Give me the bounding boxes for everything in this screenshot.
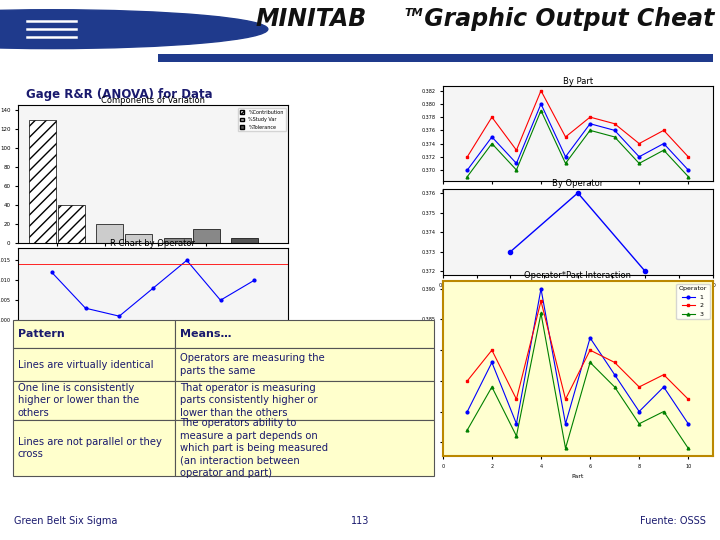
- Title: By Part: By Part: [563, 77, 593, 86]
- 3: [586, 359, 595, 366]
- Title: R Chart by Operator: R Chart by Operator: [110, 239, 196, 248]
- 2: [684, 396, 693, 402]
- Bar: [192, 229, 220, 243]
- 1: [561, 421, 570, 427]
- Legend: %Contribution, %Study Var, %Tolerance: %Contribution, %Study Var, %Tolerance: [238, 108, 286, 131]
- Text: Graphic Output Cheat Sheet: Graphic Output Cheat Sheet: [416, 8, 720, 31]
- Bar: [125, 233, 152, 243]
- 2: [635, 384, 644, 390]
- Text: One line is consistently
higher or lower than the
others: One line is consistently higher or lower…: [18, 383, 139, 417]
- 1: [586, 335, 595, 341]
- 2: [586, 347, 595, 353]
- Text: Pattern: Pattern: [18, 329, 65, 339]
- Text: Means…: Means…: [180, 329, 232, 339]
- Title: Components of Variation: Components of Variation: [101, 96, 205, 105]
- 1: [635, 408, 644, 415]
- 1: [611, 372, 619, 378]
- Text: Gage R&R (ANOVA) for Data: Gage R&R (ANOVA) for Data: [26, 88, 212, 101]
- Text: Tecnológico: Tecnológico: [85, 17, 150, 28]
- 3: [536, 310, 545, 316]
- Text: That operator is measuring
parts consistently higher or
lower than the others: That operator is measuring parts consist…: [180, 383, 318, 417]
- 3: [487, 384, 496, 390]
- 1: [463, 408, 472, 415]
- X-axis label: Part: Part: [572, 199, 584, 204]
- 1: [512, 421, 521, 427]
- Bar: [158, 54, 713, 62]
- Title: By Operator: By Operator: [552, 179, 603, 188]
- X-axis label: Operator: Operator: [564, 294, 592, 299]
- Bar: [231, 238, 258, 243]
- Text: MINITAB: MINITAB: [256, 8, 367, 31]
- Text: Operators are measuring the
parts the same: Operators are measuring the parts the sa…: [180, 353, 325, 376]
- 3: [660, 408, 668, 415]
- Line: 2: 2: [466, 300, 690, 401]
- 3: [611, 384, 619, 390]
- 1: [487, 359, 496, 366]
- Bar: [58, 205, 84, 243]
- 3: [635, 421, 644, 427]
- Text: Lines are virtually identical: Lines are virtually identical: [18, 360, 153, 369]
- 2: [561, 396, 570, 402]
- Text: Fuente: OSSS: Fuente: OSSS: [640, 516, 706, 525]
- Text: de Monterrey: de Monterrey: [85, 34, 159, 44]
- Text: 113: 113: [351, 516, 369, 525]
- 3: [684, 445, 693, 451]
- 2: [536, 298, 545, 305]
- 2: [512, 396, 521, 402]
- Circle shape: [0, 10, 268, 49]
- Title: Operator*Part Interaction: Operator*Part Interaction: [524, 271, 631, 280]
- Text: The operators ability to
measure a part depends on
which part is being measured
: The operators ability to measure a part …: [180, 418, 328, 478]
- 2: [487, 347, 496, 353]
- Bar: [163, 238, 191, 243]
- 2: [660, 372, 668, 378]
- Legend: 1, 2, 3: 1, 2, 3: [676, 284, 710, 320]
- Line: 1: 1: [466, 287, 690, 425]
- 1: [660, 384, 668, 390]
- Text: Lines are not parallel or they
cross: Lines are not parallel or they cross: [18, 437, 162, 459]
- Bar: [96, 224, 123, 243]
- Line: 3: 3: [466, 312, 690, 450]
- 2: [463, 377, 472, 384]
- 3: [561, 445, 570, 451]
- 2: [611, 359, 619, 366]
- Text: Green Belt Six Sigma: Green Belt Six Sigma: [14, 516, 118, 525]
- X-axis label: Part: Part: [572, 475, 584, 480]
- 1: [684, 421, 693, 427]
- Text: TM: TM: [405, 8, 423, 18]
- 1: [536, 286, 545, 292]
- Bar: [29, 119, 55, 243]
- 3: [463, 427, 472, 433]
- 3: [512, 433, 521, 439]
